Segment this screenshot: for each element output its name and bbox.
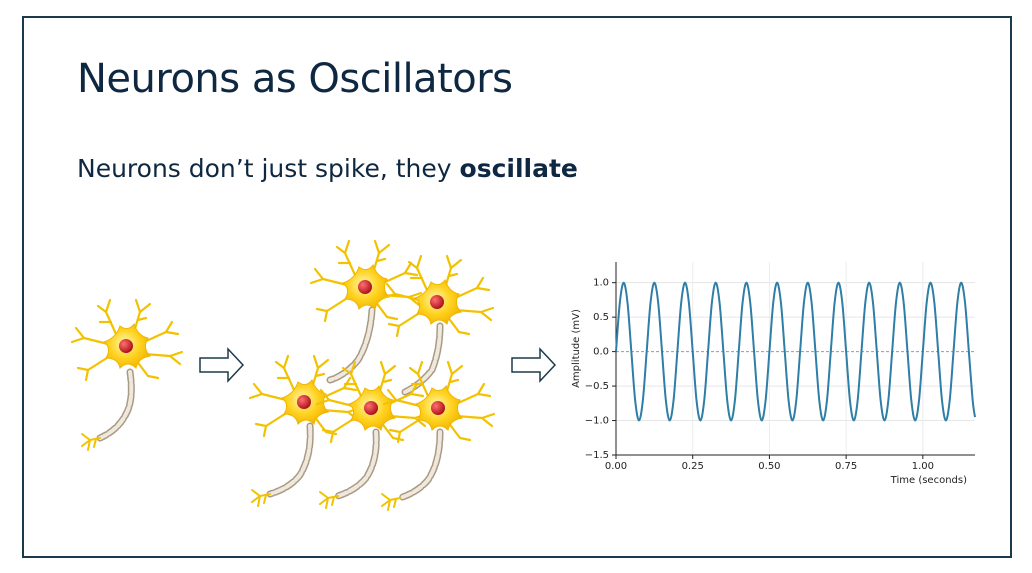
x-tick-label: 0.25: [682, 461, 704, 472]
arrow: [199, 347, 245, 383]
x-tick-label: 0.00: [605, 461, 627, 472]
line-series: [615, 281, 976, 422]
neuron-network: [248, 239, 496, 511]
subtitle-text: Neurons don’t just spike, they: [77, 154, 460, 183]
y-tick-label: −1.5: [585, 450, 609, 461]
y-tick-label: 0.5: [593, 312, 609, 323]
arrow: [511, 347, 557, 383]
slide-subtitle: Neurons don’t just spike, they oscillate: [77, 154, 578, 183]
neuron-single: [70, 298, 184, 451]
y-tick-label: 1.0: [593, 278, 609, 289]
x-tick-label: 0.50: [758, 461, 780, 472]
x-tick-label: 1.00: [912, 461, 934, 472]
slide-title: Neurons as Oscillators: [77, 56, 513, 102]
x-axis-label: Time (seconds): [890, 475, 967, 486]
subtitle-bold: oscillate: [459, 154, 578, 183]
slide: Neurons as Oscillators Neurons don’t jus…: [22, 16, 1012, 558]
x-tick-label: 0.75: [835, 461, 857, 472]
chart: 1.0 0.5 0.0 −0.5 −1.0 −1.50.00 0.25 0.50 0.75 1.0…: [571, 262, 976, 486]
y-tick-label: −1.0: [585, 416, 609, 427]
y-tick-label: 0.0: [593, 347, 609, 358]
y-axis-label: Amplitude (mV): [571, 309, 582, 388]
y-tick-label: −0.5: [585, 381, 609, 392]
